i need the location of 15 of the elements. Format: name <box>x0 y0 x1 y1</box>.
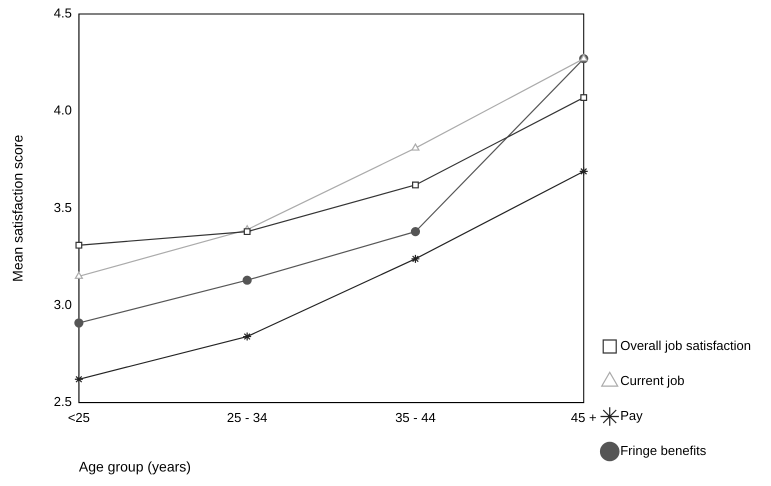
y-tick-label: 4.5 <box>54 6 72 21</box>
x-tick-label: 35 - 44 <box>395 410 436 425</box>
y-tick-label: 2.5 <box>54 394 72 410</box>
y-tick-label: 3.0 <box>54 297 72 312</box>
y-tick-label: 4.0 <box>54 102 72 118</box>
y-axis-title: Mean satisfaction score <box>9 134 26 282</box>
legend-label: Pay <box>620 408 644 424</box>
legend-label: Overall job satisfaction <box>620 338 751 354</box>
x-axis-title: Age group (years) <box>78 458 191 474</box>
x-tick-label: 25 - 34 <box>226 410 268 425</box>
x-tick-label: <25 <box>68 410 90 425</box>
legend-label: Current job <box>620 373 685 388</box>
legend-label: Fringe benefits <box>620 443 707 458</box>
y-tick-label: 3.5 <box>54 200 72 215</box>
x-tick-label: 45 + <box>570 410 597 425</box>
